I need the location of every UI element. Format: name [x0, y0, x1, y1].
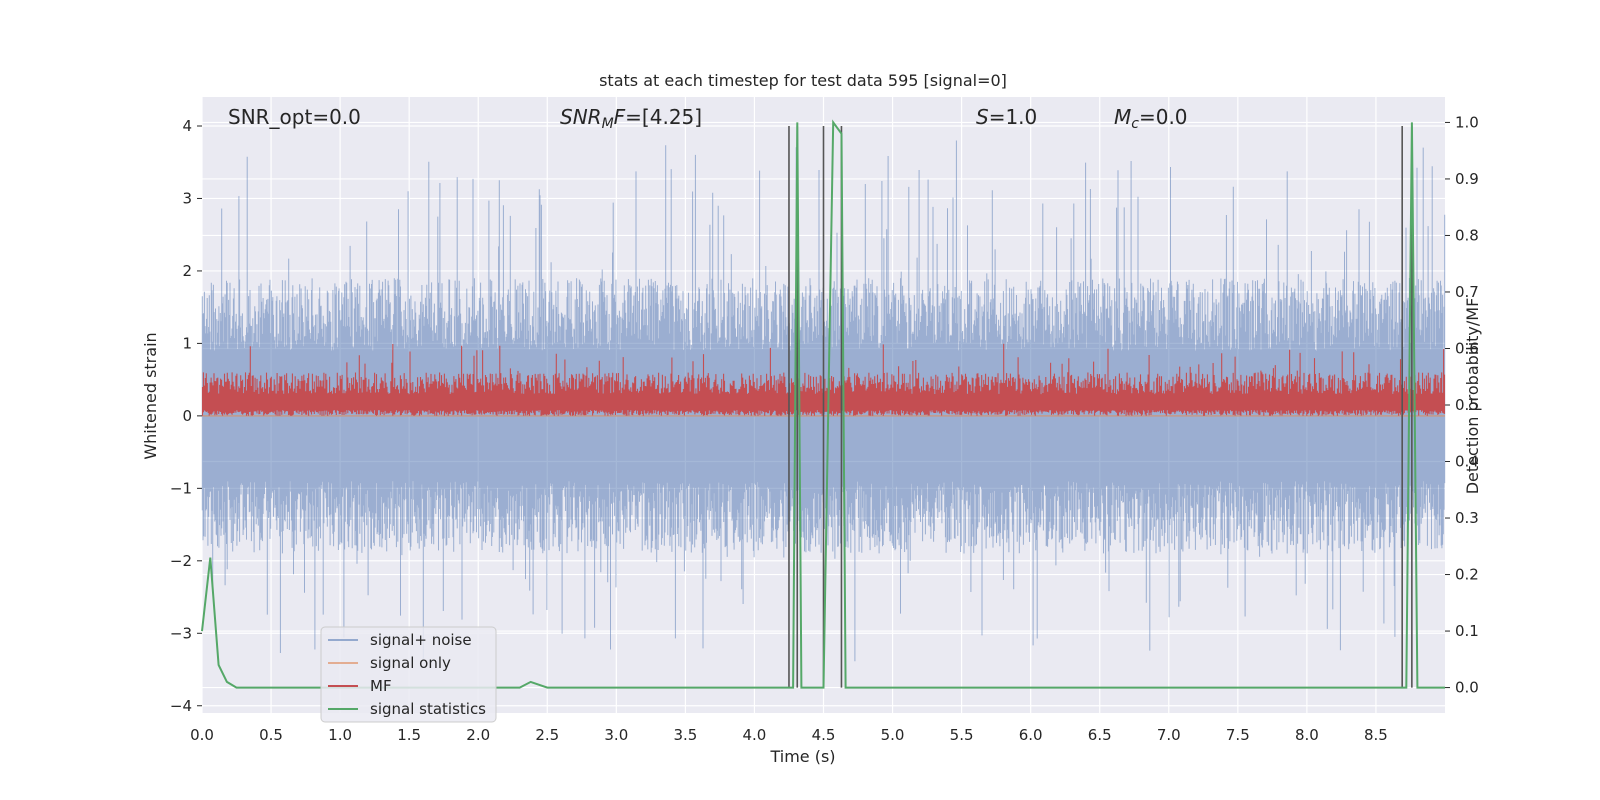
- y-tick-label: −2: [170, 552, 192, 570]
- y-tick-label: 2: [182, 262, 192, 280]
- x-tick-label: 1.0: [328, 726, 352, 744]
- y2-tick-label: 1.0: [1455, 113, 1479, 131]
- y2-tick-label: 0.7: [1455, 283, 1479, 301]
- x-tick-label: 2.5: [535, 726, 559, 744]
- x-tick-label: 4.5: [812, 726, 836, 744]
- mc-symbol: M: [1114, 105, 1131, 129]
- legend-label-mf: MF: [370, 677, 392, 695]
- x-tick-label: 5.5: [950, 726, 974, 744]
- legend-label-signal-only: signal only: [370, 654, 451, 672]
- y2-tick-label: 0.0: [1455, 679, 1479, 697]
- y-tick-label: 4: [182, 117, 192, 135]
- x-axis-title: Time (s): [769, 747, 835, 766]
- x-tick-label: 2.0: [466, 726, 490, 744]
- y2-tick-label: 0.8: [1455, 226, 1479, 244]
- legend-label-signal-noise: signal+ noise: [370, 631, 472, 649]
- x-tick-label: 6.5: [1088, 726, 1112, 744]
- x-tick-label: 3.0: [604, 726, 628, 744]
- y-axis-title: Whitened strain: [141, 332, 160, 459]
- chart-title: stats at each timestep for test data 595…: [599, 71, 1007, 90]
- series-signal-statistics: [201, 119, 1445, 689]
- y2-tick-label: 0.2: [1455, 566, 1479, 584]
- y2-axis-title: Detection probability/MF: [1463, 298, 1482, 495]
- legend: signal+ noise signal only MF signal stat…: [320, 626, 497, 723]
- legend-box: [320, 626, 497, 723]
- x-tick-label: 5.0: [881, 726, 905, 744]
- snr-mf-symbol-2: F: [614, 105, 626, 129]
- plot-area: 0.0 0.5 1.0 1.5 2.0 2.5 3.0 3.5 4.0 4.5 5.0 5.5 6.0 6…: [170, 97, 1479, 744]
- snr-mf-value: =[4.25]: [625, 105, 702, 129]
- y-tick-label: 3: [182, 189, 192, 207]
- y2-tick-label: 0.4: [1455, 453, 1479, 471]
- s-value: =1.0: [989, 105, 1038, 129]
- x-tick-label: 8.5: [1364, 726, 1388, 744]
- y2-tick-label: 0.1: [1455, 622, 1479, 640]
- x-tick-label: 6.0: [1019, 726, 1043, 744]
- legend-label-signal-statistics: signal statistics: [370, 700, 486, 718]
- x-tick-label: 3.5: [673, 726, 697, 744]
- mc-annotation: Mc=0.0: [1114, 105, 1188, 132]
- x-tick-label: 0.0: [190, 726, 214, 744]
- y2-tick-label: 0.9: [1455, 170, 1479, 188]
- x-tick-label: 7.0: [1157, 726, 1181, 744]
- s-annotation: S=1.0: [976, 105, 1037, 129]
- x-tick-label: 4.0: [743, 726, 767, 744]
- y2-tick-label: 0.5: [1455, 396, 1479, 414]
- mc-value: =0.0: [1139, 105, 1188, 129]
- mc-subscript: c: [1131, 116, 1139, 132]
- y-tick-label: 1: [182, 334, 192, 352]
- y2-tick-label: 0.3: [1455, 509, 1479, 527]
- snr-mf-symbol: SNR: [560, 105, 602, 129]
- y-tick-label: −3: [170, 624, 192, 642]
- x-tick-label: 1.5: [397, 726, 421, 744]
- x-tick-label: 8.0: [1295, 726, 1319, 744]
- y-tick-label: 0: [182, 407, 192, 425]
- s-symbol: S: [976, 105, 989, 129]
- x-tick-label: 7.5: [1226, 726, 1250, 744]
- snr-mf-subscript: M: [602, 116, 614, 132]
- x-tick-label: 0.5: [259, 726, 283, 744]
- series-mf: [201, 343, 1446, 416]
- y2-tick-label: 0.6: [1455, 339, 1479, 357]
- y-tick-label: −4: [170, 697, 192, 715]
- y-tick-label: −1: [170, 479, 192, 497]
- snr-mf-annotation: SNRMF=[4.25]: [560, 105, 702, 132]
- snr-opt-annotation: SNR_opt=0.0: [228, 105, 361, 129]
